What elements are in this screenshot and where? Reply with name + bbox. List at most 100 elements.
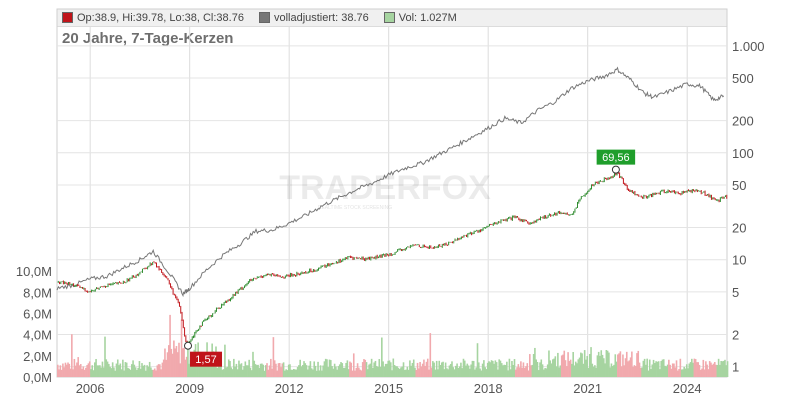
volume-bar	[165, 359, 168, 377]
volume-bar	[642, 360, 645, 377]
volume-bar	[125, 362, 128, 377]
volume-bar	[319, 365, 322, 377]
legend-volume-text: Vol: 1.027M	[398, 11, 457, 24]
volume-bar	[156, 365, 159, 377]
volume-bar	[412, 359, 415, 377]
volume-bar	[378, 359, 381, 377]
volume-bar	[281, 363, 284, 377]
volume-bar	[354, 370, 356, 377]
volume-bar	[64, 362, 67, 377]
volume-bar	[277, 363, 280, 377]
legend-swatch-ohlc	[62, 12, 73, 23]
volume-bar	[396, 366, 398, 377]
volume-bar	[711, 364, 714, 377]
volume-bar	[715, 364, 717, 377]
volume-bar	[534, 347, 536, 377]
volume-bar	[224, 344, 226, 377]
volume-bar	[583, 350, 586, 377]
volume-bar	[113, 367, 115, 377]
volume-bar	[296, 366, 299, 377]
volume-bar	[506, 361, 508, 377]
volume-bar	[220, 360, 222, 377]
volume-bar	[233, 358, 235, 377]
volume-bar	[58, 369, 60, 377]
volume-bar	[60, 369, 63, 377]
volume-bar	[688, 363, 691, 377]
volume-bar	[179, 363, 182, 377]
volume-bar	[416, 362, 419, 377]
volume-bar	[678, 369, 680, 377]
volume-bar	[488, 361, 490, 377]
volume-bar	[187, 340, 189, 377]
volume-bar	[210, 361, 212, 377]
volume-bar	[299, 359, 301, 377]
volume-bar	[433, 362, 435, 377]
volume-bar	[375, 366, 378, 377]
volume-bar	[679, 358, 682, 377]
volume-bar	[241, 369, 244, 377]
volume-bar	[285, 369, 287, 377]
volume-bar	[484, 367, 486, 377]
volume-bar	[595, 367, 597, 377]
volume-tick-label: 2,0M	[23, 349, 52, 364]
chart-legend: Op:38.9, Hi:39.78, Lo:38, Cl:38.76 volla…	[57, 9, 727, 27]
volume-bar	[645, 364, 647, 377]
volume-bar	[437, 369, 439, 377]
volume-bar	[349, 361, 351, 377]
volume-bar	[145, 370, 147, 377]
volume-bar	[507, 370, 509, 377]
volume-bar	[300, 366, 303, 377]
x-tick-label: 2006	[76, 381, 105, 396]
annotation-marker	[611, 165, 620, 174]
volume-bar	[128, 368, 131, 377]
volume-bar	[603, 358, 605, 377]
volume-bar	[544, 368, 546, 377]
volume-bar	[286, 370, 289, 377]
volume-bar	[382, 361, 384, 377]
volume-bar	[604, 363, 606, 377]
volume-bar	[143, 364, 146, 377]
volume-bar	[323, 361, 326, 377]
volume-bar	[660, 360, 663, 377]
x-tick-label: 2015	[374, 381, 403, 396]
volume-bar	[341, 363, 344, 377]
x-tick-label: 2009	[175, 381, 204, 396]
volume-bar	[372, 367, 374, 377]
series-line-adjusted	[56, 66, 725, 298]
volume-bar	[270, 358, 272, 377]
volume-bar	[104, 336, 106, 377]
volume-bar	[585, 359, 587, 377]
volume-bar	[243, 366, 245, 377]
annotation-label: 69,56	[602, 152, 630, 164]
volume-bar	[147, 366, 150, 377]
volume-bar	[99, 365, 101, 377]
annotation-box	[596, 149, 636, 165]
volume-bar	[499, 360, 502, 377]
volume-bar	[605, 350, 608, 377]
volume-bar	[249, 367, 252, 377]
volume-bar	[127, 367, 129, 377]
volume-bar	[59, 365, 62, 377]
volume-bar	[368, 364, 370, 377]
volume-bar	[692, 362, 694, 377]
volume-bar	[458, 366, 461, 377]
volume-bar	[239, 364, 242, 377]
volume-bar	[291, 369, 294, 377]
volume-bar	[62, 363, 64, 377]
volume-bar	[381, 337, 383, 377]
volume-bar	[567, 352, 569, 377]
x-tick-label: 2021	[573, 381, 602, 396]
volume-bar	[572, 352, 574, 377]
volume-bar	[697, 362, 700, 377]
volume-bar	[388, 360, 391, 377]
volume-bar	[475, 367, 478, 377]
volume-bar	[456, 363, 458, 377]
volume-bar	[666, 364, 669, 377]
volume-bar	[190, 358, 193, 377]
volume-bar	[160, 369, 162, 377]
volume-bar	[716, 365, 719, 377]
volume-bar	[151, 369, 154, 377]
volume-bar	[634, 366, 637, 377]
volume-bar	[234, 366, 236, 377]
volume-bar	[327, 367, 330, 377]
